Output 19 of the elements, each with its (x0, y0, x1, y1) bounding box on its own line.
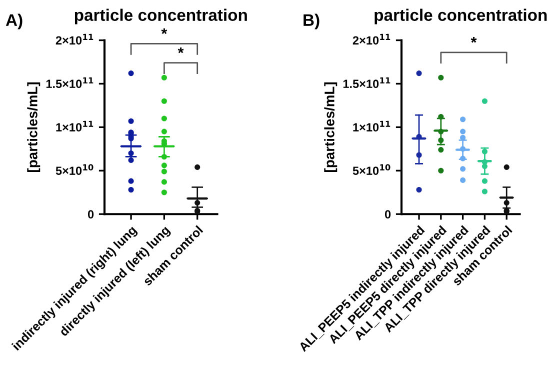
y-tick-label: 2×10$^{11}$ (352, 34, 390, 45)
y-tick-label: 5×10$^{10}$ (56, 164, 94, 175)
annotation: * (178, 47, 184, 54)
y-axis-title: [particles/mL] (324, 82, 338, 172)
text: B) (304, 14, 320, 30)
text: A) (6, 14, 22, 30)
y-tick-label: 0 (88, 210, 94, 219)
y-tick-label: 1.5×10$^{11}$ (343, 77, 390, 88)
annotation: * (470, 37, 477, 43)
y-axis-title: [particles/mL] (27, 82, 40, 172)
y-tick-label: 1×10$^{11}$ (56, 120, 94, 132)
chart-title: particle concentration (374, 8, 547, 24)
y-tick-label: 5×10$^{10}$ (352, 164, 390, 175)
y-tick-label: 2×10$^{11}$ (56, 34, 94, 45)
text: * (161, 28, 168, 34)
chart-title: particle concentration (74, 8, 247, 24)
y-tick-label: 0 (384, 210, 391, 219)
y-tick-label: 1.5×10$^{11}$ (46, 77, 94, 88)
y-tick-label: 1×10$^{11}$ (353, 120, 390, 132)
